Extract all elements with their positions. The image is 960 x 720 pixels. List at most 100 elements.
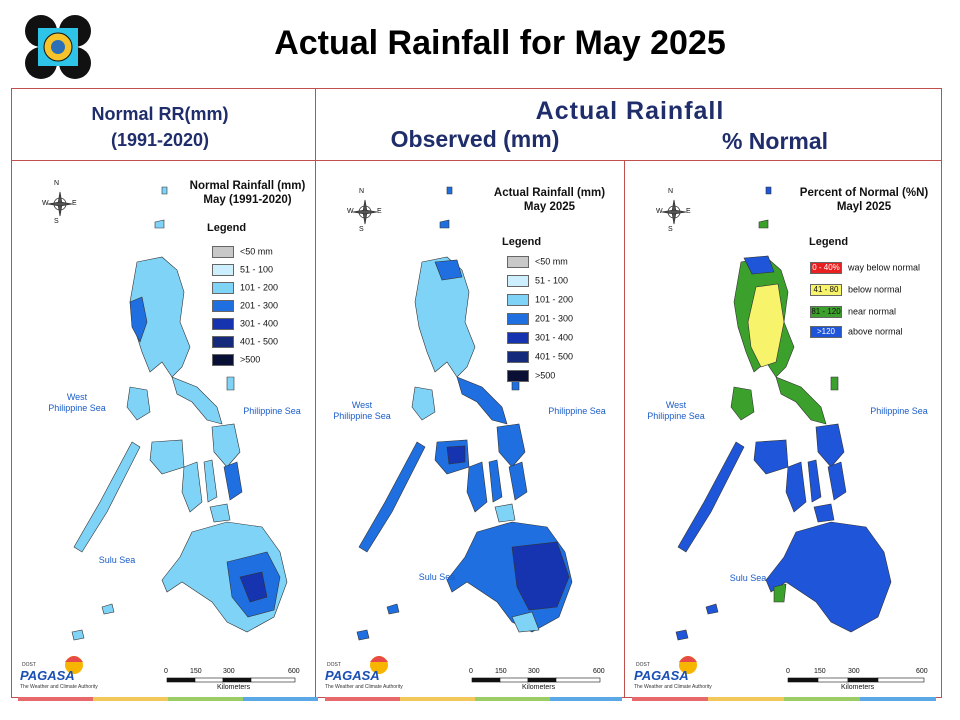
brand-name: PAGASA [20,668,75,683]
panel-percent-map: Percent of Normal (%N) Mayl 2025 N E S W… [626,162,940,697]
footer-bar-green [168,697,243,701]
footer-bar-blue [860,697,936,701]
legend-item: 0 - 40% way below normal [810,262,920,276]
island-palawan [677,441,745,553]
scale-unit: Kilometers [217,684,251,691]
scale-tick: 600 [288,668,300,675]
island-bicol [775,376,827,425]
compass-w: W [42,200,49,207]
luzon-west-high [129,296,148,343]
scale-tick: 600 [593,668,605,675]
island-mindoro [126,386,151,421]
island-sulu [101,603,115,615]
scale-tick: 300 [223,668,235,675]
legend-item: 101 - 200 [507,294,573,308]
luzon-north-high [434,259,463,281]
island-palawan [358,441,426,553]
luzon-north-above [743,255,775,275]
island-catanduanes [830,376,839,391]
normal-header-line1: Normal RR(mm) [91,104,229,124]
panay-core-high [446,445,466,465]
sea-label-south: Sulu Sea [729,573,767,583]
island-babuyan [154,219,165,229]
mindanao-core-high [239,571,268,603]
legend-item: >120 above normal [810,326,903,340]
legend-item: >500 [507,370,555,384]
sea-label-west: West Philippine Sea [333,400,391,421]
scale-tick: 150 [190,668,202,675]
sea-label-south: Sulu Sea [98,555,136,565]
compass-n: N [359,188,365,195]
brand-sub: The Weather and Climate Authority [634,684,712,690]
sea-label-west: West Philippine Sea [647,400,705,421]
brand-top: DOST [22,662,36,668]
sea-label-south: Sulu Sea [418,572,456,582]
scale-tick: 0 [469,668,473,675]
island-samar [211,423,241,468]
island-sulu [705,603,719,615]
compass-n: N [54,180,60,187]
footer-bar-red [325,697,400,701]
legend-item: 81 - 120 near normal [810,306,897,318]
scale-bar [166,677,296,683]
island-palawan [73,441,141,553]
island-bicol [171,376,223,425]
legend-item: >500 [212,354,260,368]
legend-item: 201 - 300 [507,313,573,327]
map-actual [352,186,601,683]
island-leyte [827,461,847,501]
island-panay [753,439,789,475]
footer-bar-yellow [708,697,784,701]
footer-bar-red [18,697,93,701]
compass-e: E [686,208,691,215]
luzon-central-below [747,283,785,368]
scale-tick: 600 [916,668,928,675]
island-sulu [386,603,400,615]
map-title-line2: May 2025 [523,201,576,213]
percent-normal-header: % Normal [721,128,829,154]
island-batanes [161,186,168,195]
island-batanes [446,186,453,195]
legend-title: Legend [502,236,542,248]
panel-actual-map: Actual Rainfall (mm) May 2025 N E S W Le… [317,162,622,697]
divider-1 [315,89,316,697]
island-tawi [356,629,370,641]
map-title-line1: Normal Rainfall (mm) [189,180,306,192]
map-percent [661,186,925,683]
island-mindoro [411,386,436,421]
scale-tick: 150 [814,668,826,675]
island-cebu [807,459,822,503]
footer-bar-yellow [93,697,168,701]
panel-normal-map: Normal Rainfall (mm) May (1991-2020) N E… [12,162,317,697]
sea-label-east: Philippine Sea [870,406,928,416]
island-leyte [223,461,243,501]
scale-tick: 150 [495,668,507,675]
map-title-line1: Actual Rainfall (mm) [493,187,606,199]
island-panay [149,439,185,475]
island-bohol [209,503,231,523]
legend-item: 401 - 500 [212,336,278,350]
dost-seal-logo [24,14,92,80]
scale-tick: 0 [786,668,790,675]
island-cebu [488,459,503,503]
island-bicol [456,376,508,425]
mindanao-south-light [511,611,540,633]
legend-item: 41 - 80 below normal [810,284,902,298]
actual-rainfall-header: Actual Rainfall [535,97,725,125]
compass-s: S [54,218,59,225]
brand-top: DOST [327,662,341,668]
legend-item: 51 - 100 [212,264,273,278]
compass-rose-icon [352,199,378,225]
island-negros [466,461,488,513]
normal-header-line2: (1991-2020) [110,130,210,150]
island-mindanao [765,521,892,633]
footer-bar-yellow [400,697,475,701]
compass-rose-icon [661,199,687,225]
brand-sub: The Weather and Climate Authority [325,684,403,690]
legend-title: Legend [809,236,849,248]
map-title-line1: Percent of Normal (%N) [799,187,929,199]
header-divider [12,160,941,161]
island-tawi [71,629,85,641]
scale-bar [471,677,601,683]
scale-tick: 300 [848,668,860,675]
